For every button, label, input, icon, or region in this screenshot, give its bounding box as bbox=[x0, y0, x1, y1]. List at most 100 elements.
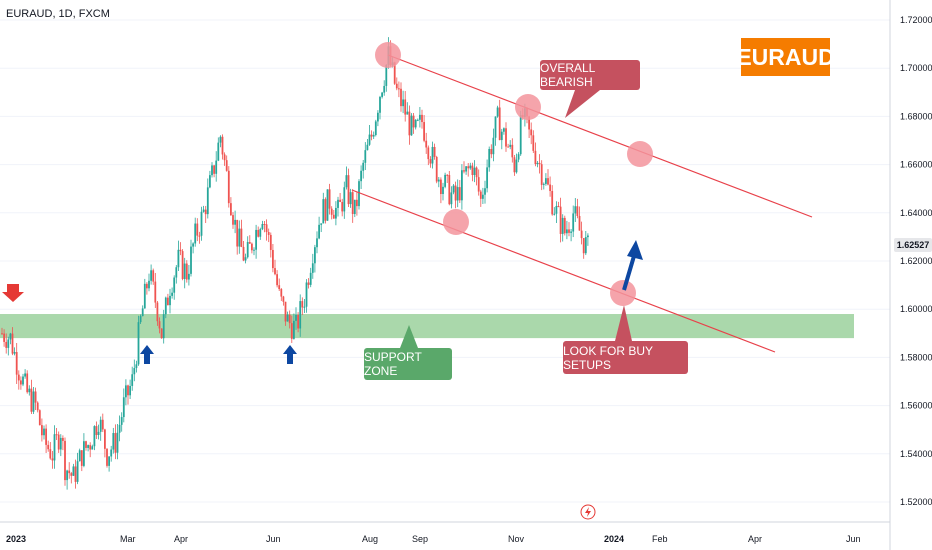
candle-body bbox=[30, 388, 33, 412]
candle-body bbox=[288, 314, 291, 324]
candle-body bbox=[278, 285, 281, 290]
candle-body bbox=[458, 187, 461, 201]
candle-body bbox=[93, 426, 96, 447]
candle-body bbox=[421, 114, 423, 123]
candle-body bbox=[267, 232, 270, 235]
candles bbox=[1, 37, 589, 490]
candle-body bbox=[51, 458, 54, 461]
breakout-arrow-head bbox=[627, 240, 643, 260]
candle-body bbox=[339, 199, 341, 202]
candle-body bbox=[125, 385, 127, 398]
candle-body bbox=[316, 238, 318, 248]
candle-body bbox=[244, 257, 247, 261]
candle-body bbox=[192, 243, 194, 247]
candle-body bbox=[320, 223, 323, 225]
candle-body bbox=[406, 111, 409, 115]
candle-body bbox=[513, 157, 516, 173]
candle-body bbox=[377, 112, 379, 122]
candle-body bbox=[545, 178, 547, 184]
candle-body bbox=[318, 224, 320, 239]
candle-body bbox=[200, 211, 203, 236]
time-tick-label: Jun bbox=[266, 534, 281, 544]
candle-body bbox=[106, 448, 108, 466]
candle-body bbox=[578, 215, 581, 231]
candle-body bbox=[486, 167, 488, 189]
candle-body bbox=[580, 230, 583, 239]
candle-body bbox=[72, 466, 75, 476]
candle-body bbox=[559, 206, 562, 234]
candle-body bbox=[188, 273, 190, 280]
candle-body bbox=[400, 88, 402, 107]
price-tick-label: 1.54000 bbox=[900, 449, 932, 459]
candle-body bbox=[456, 187, 459, 201]
candle-body bbox=[269, 234, 272, 250]
candle-body bbox=[547, 178, 549, 185]
candle-body bbox=[76, 461, 79, 482]
candle-body bbox=[563, 217, 566, 234]
candle-body bbox=[469, 165, 472, 169]
candle-body bbox=[87, 445, 89, 448]
candle-body bbox=[374, 121, 377, 135]
candle-body bbox=[353, 199, 356, 215]
time-tick-label: Apr bbox=[174, 534, 188, 544]
candle-body bbox=[110, 449, 113, 457]
candle-body bbox=[286, 314, 289, 322]
candle-body bbox=[225, 160, 228, 171]
candle-body bbox=[496, 107, 499, 117]
candle-body bbox=[549, 184, 551, 192]
candle-body bbox=[217, 142, 220, 161]
price-axis: 1.72000 1.70000 1.68000 1.66000 1.64000 1.620… bbox=[889, 0, 932, 550]
candle-body bbox=[475, 167, 478, 178]
candle-body bbox=[471, 165, 474, 176]
time-tick-label: Feb bbox=[652, 534, 668, 544]
candle-body bbox=[83, 441, 85, 466]
blue-up-arrow bbox=[283, 345, 297, 364]
candle-body bbox=[114, 433, 117, 453]
candle-body bbox=[133, 368, 136, 375]
candle-body bbox=[211, 165, 213, 176]
candle-body bbox=[356, 199, 358, 207]
candle-body bbox=[307, 282, 310, 285]
candle-body bbox=[173, 277, 176, 293]
candle-body bbox=[534, 150, 537, 165]
candle-body bbox=[295, 315, 297, 321]
candle-body bbox=[498, 107, 501, 141]
touch-markers bbox=[375, 42, 653, 306]
candle-body bbox=[104, 429, 106, 449]
candle-body bbox=[78, 450, 81, 462]
candle-body bbox=[467, 166, 470, 169]
candle-body bbox=[68, 470, 71, 474]
price-tick-label: 1.66000 bbox=[900, 160, 932, 170]
candle-body bbox=[85, 441, 87, 448]
touch-marker bbox=[610, 280, 636, 306]
candle-body bbox=[234, 219, 236, 225]
candle-body bbox=[372, 134, 375, 137]
lightning-icon bbox=[585, 507, 591, 517]
candle-body bbox=[70, 473, 73, 476]
candle-body bbox=[204, 209, 207, 215]
candle-body bbox=[301, 301, 304, 308]
candle-body bbox=[11, 333, 14, 354]
time-tick-label: Jun bbox=[846, 534, 861, 544]
touch-marker bbox=[515, 94, 541, 120]
candle-body bbox=[490, 149, 493, 155]
candle-body bbox=[290, 323, 293, 339]
candle-body bbox=[561, 217, 564, 234]
candle-body bbox=[477, 177, 480, 192]
buy-setups-callout: LOOK FOR BUY SETUPS bbox=[563, 341, 688, 374]
candle-body bbox=[437, 179, 440, 182]
candle-body bbox=[364, 150, 367, 163]
overall-bearish-callout: OVERALL BEARISH bbox=[540, 60, 640, 90]
candle-body bbox=[368, 134, 371, 145]
candle-body bbox=[9, 333, 12, 340]
candle-body bbox=[227, 170, 230, 204]
candle-body bbox=[24, 373, 26, 377]
candle-body bbox=[118, 424, 121, 433]
candle-body bbox=[55, 434, 58, 436]
candle-body bbox=[557, 205, 560, 207]
candle-body bbox=[137, 322, 140, 365]
candle-body bbox=[141, 308, 144, 317]
red-down-arrow bbox=[2, 284, 24, 302]
candle-body bbox=[253, 249, 255, 251]
candle-body bbox=[530, 129, 533, 136]
